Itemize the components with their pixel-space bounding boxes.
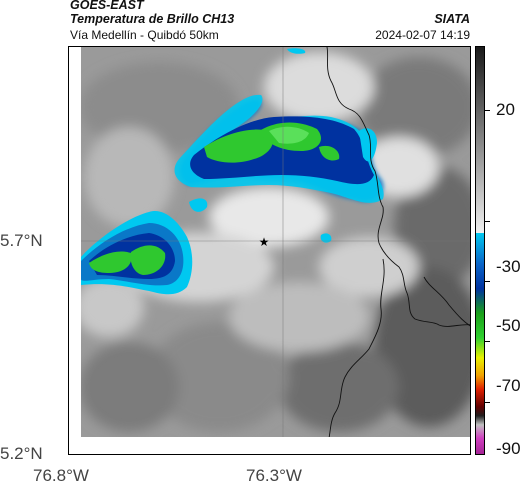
colorbar-tick — [485, 110, 490, 111]
route-subtitle: Vía Medellín - Quibdó 50km — [70, 28, 219, 42]
lower-strip — [69, 47, 470, 454]
latitude-label-5-7: 5.7°N — [0, 231, 43, 250]
colorbar-label-minus90: -90 — [496, 439, 521, 458]
gray-background-field — [74, 47, 470, 437]
cold-cloud-top-east — [174, 94, 384, 203]
grid-lines — [69, 47, 470, 454]
colorbar-tick — [485, 341, 490, 342]
colorbar-label-minus50: -50 — [496, 316, 521, 335]
satellite-map: ★ — [68, 46, 471, 455]
colorbar-label-20: 20 — [496, 100, 515, 119]
colorbar-label-minus70: -70 — [496, 376, 521, 395]
organization-label: SIATA — [434, 12, 470, 26]
colorbar-tick — [485, 281, 490, 282]
colorbar-label-minus30: -30 — [496, 257, 521, 276]
longitude-label-76-3: 76.3°W — [246, 466, 302, 485]
satellite-name: GOES-EAST — [70, 0, 144, 12]
star-icon: ★ — [259, 235, 270, 249]
temperature-colorbar — [475, 46, 485, 455]
timestamp: 2024-02-07 14:19 — [375, 28, 470, 42]
cold-cloud-top-west — [81, 48, 332, 295]
latitude-label-5-2: 5.2°N — [0, 444, 43, 463]
colorbar-tick — [485, 402, 490, 403]
product-title: Temperatura de Brillo CH13 — [70, 12, 235, 26]
colorbar-tick — [485, 221, 490, 222]
longitude-label-76-8: 76.8°W — [33, 466, 89, 485]
